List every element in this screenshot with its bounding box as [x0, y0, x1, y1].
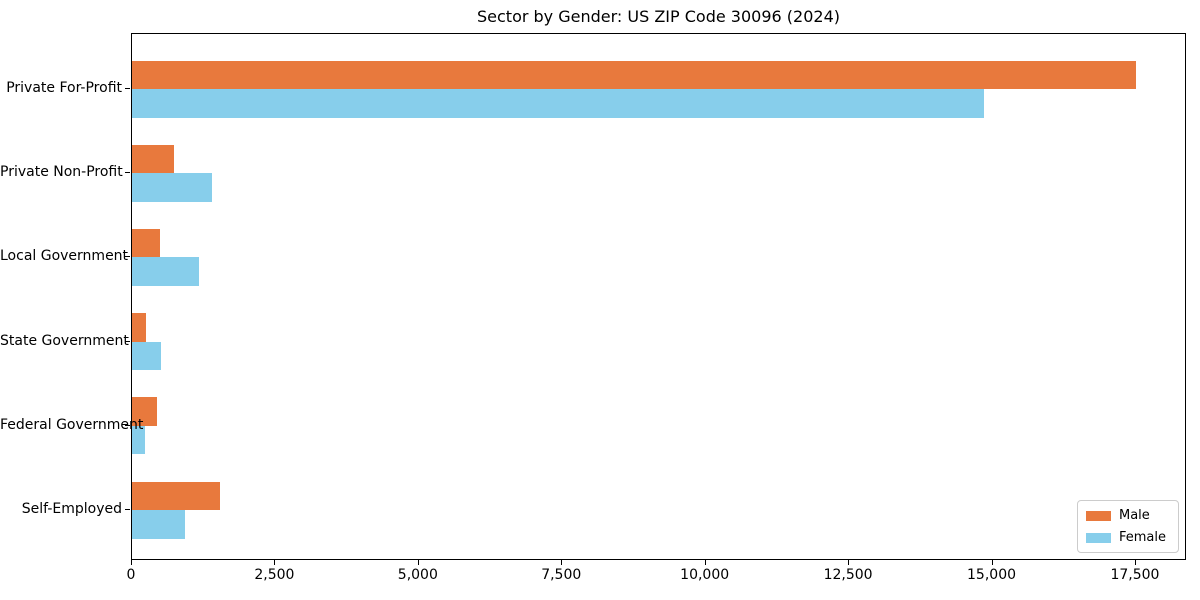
- xtick-mark-0: [131, 560, 132, 565]
- xtick-label-0: 0: [126, 567, 136, 583]
- plot-area: Male Female: [131, 33, 1186, 560]
- legend: Male Female: [1077, 500, 1179, 553]
- legend-entry-female: Female: [1086, 530, 1170, 545]
- ytick-mark-self-employed: [125, 509, 130, 510]
- xtick-mark-15000: [991, 560, 993, 565]
- xtick-label-5000: 5,000: [397, 567, 438, 583]
- xtick-mark-12500: [848, 560, 850, 565]
- xtick-mark-2500: [274, 560, 276, 565]
- xtick-mark-17500: [1134, 560, 1136, 565]
- xtick-label-10000: 10,000: [680, 567, 730, 583]
- legend-label-male: Male: [1119, 508, 1150, 523]
- bar-male-local-government: [132, 228, 161, 258]
- ytick-mark-state-government: [125, 340, 130, 342]
- ytick-label-federal-government: Federal Government: [0, 416, 144, 433]
- ytick-label-private-non-profit: Private Non-Profit: [0, 164, 123, 181]
- ytick-mark-local-government: [125, 256, 130, 258]
- bar-male-self-employed: [132, 481, 221, 510]
- ytick-label-local-government: Local Government: [0, 248, 129, 265]
- legend-entry-male: Male: [1086, 508, 1170, 523]
- bar-male-private-non-profit: [132, 144, 174, 174]
- bar-female-self-employed: [132, 510, 186, 539]
- ytick-mark-federal-government: [125, 424, 130, 426]
- bar-female-state-government: [132, 341, 161, 371]
- legend-swatch-male: [1086, 510, 1111, 521]
- bar-female-private-non-profit: [132, 173, 212, 202]
- ytick-mark-private-non-profit: [125, 172, 130, 174]
- xtick-mark-5000: [417, 560, 419, 565]
- ytick-mark-private-for-profit: [125, 88, 130, 89]
- xtick-label-15000: 15,000: [967, 567, 1017, 583]
- xtick-label-17500: 17,500: [1110, 567, 1160, 583]
- ytick-label-state-government: State Government: [0, 332, 129, 349]
- chart-title: Sector by Gender: US ZIP Code 30096 (202…: [477, 7, 840, 26]
- bar-female-private-for-profit: [132, 89, 984, 118]
- bar-male-federal-government: [132, 397, 157, 426]
- ytick-label-private-for-profit: Private For-Profit: [6, 80, 122, 96]
- bar-male-state-government: [132, 313, 147, 342]
- ytick-label-self-employed: Self-Employed: [21, 501, 122, 517]
- bar-female-local-government: [132, 257, 199, 286]
- xtick-label-7500: 7,500: [541, 567, 582, 583]
- legend-label-female: Female: [1119, 530, 1167, 545]
- xtick-mark-10000: [704, 560, 706, 565]
- xtick-label-12500: 12,500: [823, 567, 873, 583]
- xtick-label-2500: 2,500: [254, 567, 295, 583]
- bar-male-private-for-profit: [132, 60, 1136, 89]
- bar-female-federal-government: [132, 425, 146, 455]
- xtick-mark-7500: [561, 560, 563, 565]
- legend-swatch-female: [1086, 532, 1111, 543]
